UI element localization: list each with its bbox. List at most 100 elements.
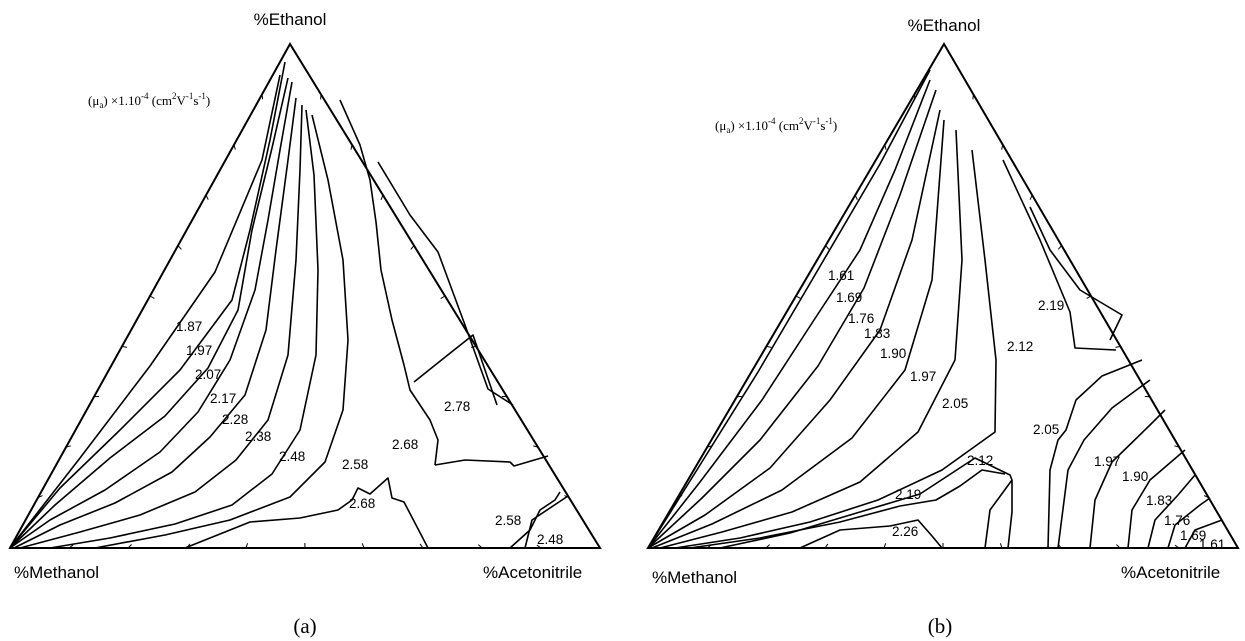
tick-mark	[233, 144, 236, 150]
contour-label: 2.19	[895, 487, 921, 502]
contour-line	[1147, 474, 1196, 549]
contour-label: 2.48	[537, 532, 563, 547]
contour-line	[984, 479, 1013, 549]
tick-marks-a	[37, 94, 570, 549]
unit-label: (μa) ×1.10-4 (cm2V-1s-1)	[88, 91, 210, 110]
tick-mark	[477, 544, 483, 549]
tick-mark	[1001, 144, 1004, 150]
contour-label: 2.78	[444, 399, 470, 414]
contour-label: 1.97	[186, 343, 212, 358]
contour-label: 2.17	[210, 391, 236, 406]
apex-label-left: %Methanol	[652, 568, 737, 587]
tick-mark	[999, 543, 1003, 549]
tick-mark	[884, 144, 887, 150]
contour-line	[1089, 409, 1166, 549]
contour-line	[719, 457, 1013, 549]
contour-labels-b: 1.61 1.69 1.76 1.83 1.90 1.97 2.05 2.12 …	[828, 268, 1225, 552]
tick-mark	[1029, 194, 1033, 200]
tick-mark	[1115, 345, 1121, 348]
apex-label-top: %Ethanol	[908, 16, 981, 35]
tick-mark	[68, 544, 74, 549]
contour-label: 2.19	[1038, 298, 1064, 313]
caption-b: (b)	[928, 614, 953, 638]
contour-line	[94, 114, 349, 549]
contour-label: 1.97	[910, 369, 936, 384]
apex-label-left: %Methanol	[14, 563, 99, 582]
contour-label: 2.58	[342, 457, 368, 472]
contour-line	[19, 104, 303, 549]
contour-label: 2.68	[392, 437, 418, 452]
tick-mark	[854, 194, 858, 200]
contour-line	[647, 89, 937, 549]
contour-label: 2.28	[222, 412, 248, 427]
contour-label: 2.12	[967, 453, 993, 468]
tick-mark	[533, 445, 539, 448]
contour-line	[1002, 159, 1117, 351]
tick-mark	[177, 245, 182, 250]
contour-line	[184, 477, 429, 549]
contour-line	[799, 519, 943, 549]
contour-line	[689, 469, 1006, 549]
contour-line	[49, 109, 319, 549]
contour-label: 1.76	[1164, 513, 1190, 528]
ternary-plot-b: 1.61 1.69 1.76 1.83 1.90 1.97 2.05 2.12 …	[646, 16, 1240, 638]
tick-mark	[825, 245, 830, 250]
contour-label: 2.48	[279, 449, 305, 464]
contour-label: 1.61	[1199, 537, 1225, 552]
tick-mark	[795, 295, 801, 299]
contour-label: 1.83	[1146, 493, 1172, 508]
ternary-plot-a: 1.87 1.97 2.07 2.17 2.28 2.38 2.48 2.58 …	[8, 10, 602, 638]
tick-mark	[972, 94, 974, 100]
tick-mark	[440, 295, 446, 299]
contour-line	[651, 119, 945, 549]
tick-mark	[765, 544, 770, 549]
contour-label: 1.87	[176, 319, 202, 334]
tick-mark	[245, 543, 249, 549]
contour-line	[509, 491, 561, 549]
contour-label: 2.68	[349, 496, 375, 511]
apex-label-right: %Acetonitrile	[483, 563, 582, 582]
tick-mark	[1174, 544, 1180, 549]
contour-line	[9, 74, 281, 549]
contour-lines-a	[9, 61, 569, 549]
contour-label: 2.05	[1033, 422, 1059, 437]
contour-line	[524, 495, 569, 549]
tick-mark	[824, 543, 829, 549]
contour-label: 1.97	[1094, 454, 1120, 469]
contour-line	[339, 99, 439, 466]
contour-label: 1.83	[864, 326, 890, 341]
contour-labels-a: 1.87 1.97 2.07 2.17 2.28 2.38 2.48 2.58 …	[176, 319, 563, 547]
contour-label: 1.61	[828, 268, 854, 283]
contour-line	[1029, 206, 1123, 341]
tick-mark	[766, 345, 772, 348]
contour-label: 2.26	[892, 524, 918, 539]
contour-line	[377, 161, 514, 406]
contour-label: 2.05	[942, 396, 968, 411]
tick-mark	[205, 194, 209, 200]
contour-label: 2.12	[1007, 339, 1033, 354]
contour-line	[647, 109, 941, 549]
contour-line	[13, 97, 297, 549]
unit-label: (μa) ×1.10-4 (cm2V-1s-1)	[715, 116, 837, 135]
contour-line	[1007, 480, 1013, 549]
contour-label: 1.69	[836, 290, 862, 305]
tick-mark	[361, 543, 365, 549]
tick-mark	[65, 445, 71, 448]
tick-mark	[883, 543, 887, 549]
contour-line	[9, 81, 293, 549]
contour-line	[647, 69, 931, 549]
contour-line	[1057, 379, 1151, 549]
tick-mark	[536, 544, 542, 549]
tick-mark	[261, 94, 264, 100]
contour-line	[9, 61, 286, 549]
caption-a: (a)	[293, 614, 316, 638]
tick-mark	[127, 544, 132, 549]
contour-label: 1.69	[1180, 528, 1206, 543]
apex-label-right: %Acetonitrile	[1121, 563, 1220, 582]
contour-line	[1127, 449, 1186, 549]
contour-label: 2.38	[245, 429, 271, 444]
contour-line	[647, 79, 931, 549]
contour-label: 1.76	[848, 311, 874, 326]
tick-mark	[1174, 445, 1180, 448]
tick-mark	[410, 245, 415, 250]
